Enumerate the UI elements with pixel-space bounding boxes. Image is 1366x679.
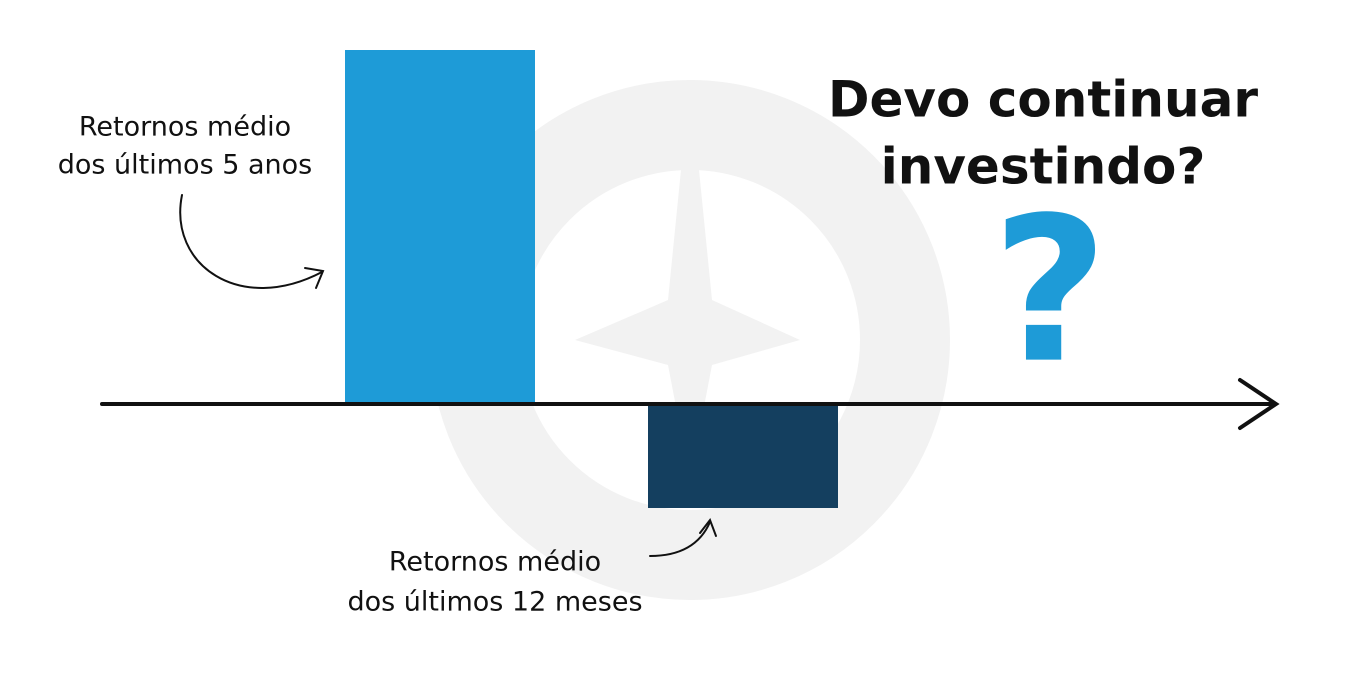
question-mark: ? bbox=[992, 175, 1108, 408]
arrow-short-term bbox=[649, 521, 711, 557]
label: dos últimos 5 anos bbox=[58, 150, 312, 181]
arrow-long-term bbox=[179, 194, 323, 289]
pointer-arrows bbox=[179, 194, 717, 557]
arrow-head bbox=[304, 267, 325, 289]
label: dos últimos 12 meses bbox=[347, 587, 642, 618]
title: investindo? bbox=[881, 138, 1206, 196]
arrow-head bbox=[699, 517, 717, 537]
bar-short-term bbox=[648, 406, 838, 508]
watermark-star bbox=[575, 80, 800, 480]
label: Retornos médio bbox=[389, 547, 601, 578]
title: Devo continuar bbox=[828, 71, 1258, 129]
axis bbox=[100, 378, 1280, 430]
label: Retornos médio bbox=[79, 112, 291, 143]
axis-arrow bbox=[1238, 378, 1280, 430]
bar-long-term bbox=[345, 50, 535, 402]
